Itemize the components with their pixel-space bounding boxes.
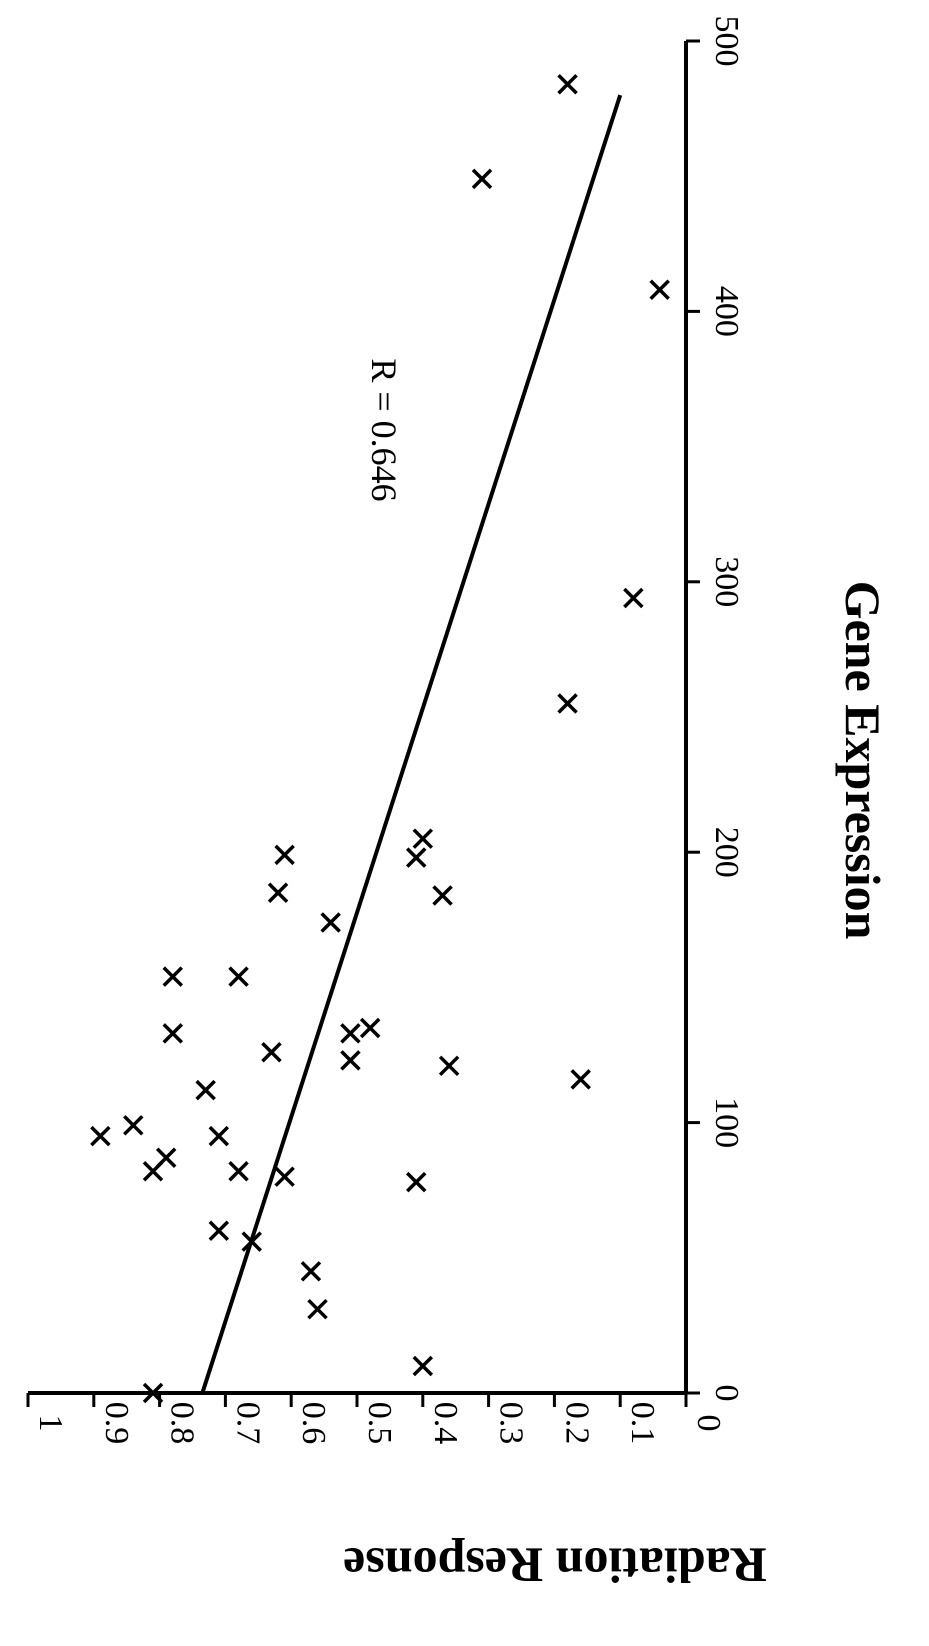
y-axis-title: Radiation Response — [343, 1538, 767, 1594]
data-point-x-marker — [412, 1355, 434, 1377]
y-tick-label: 0.7 — [229, 1402, 266, 1445]
data-point-x-marker — [162, 966, 183, 987]
data-point-x-marker — [123, 1115, 144, 1136]
data-point-x-marker — [155, 1147, 177, 1168]
y-tick-label: 0.8 — [164, 1402, 201, 1445]
data-point-x-marker — [208, 1220, 230, 1241]
y-tick-label: 0.6 — [295, 1402, 332, 1445]
data-point-x-marker — [405, 1171, 427, 1193]
labels: 0 0.1 0.2 0.3 0.4 0.5 0.6 0.7 0.8 0.9 1 0 100 200 300 4… — [32, 16, 891, 1594]
axes — [26, 39, 700, 1407]
trendline-group — [200, 94, 623, 1394]
data-point-x-marker — [557, 693, 578, 714]
data-point-x-marker — [208, 1125, 230, 1147]
y-tick-label: 1 — [32, 1415, 69, 1432]
y-tick-label: 0.1 — [624, 1402, 661, 1445]
x-tick-label: 0 — [708, 1385, 745, 1402]
y-tick-label: 0.5 — [361, 1402, 398, 1445]
data-point-x-marker — [228, 966, 249, 987]
x-tick-label: 300 — [708, 556, 745, 607]
x-tick-label: 200 — [708, 827, 745, 878]
x-tick-label: 500 — [708, 16, 745, 67]
y-tick-label: 0.2 — [558, 1402, 595, 1445]
data-point-x-marker — [557, 74, 578, 95]
data-point-x-marker — [162, 1023, 183, 1044]
data-point-x-marker — [438, 1055, 460, 1077]
data-point-x-marker — [359, 1017, 381, 1039]
data-point-x-marker — [649, 279, 670, 301]
y-tick-label: 0.4 — [427, 1402, 464, 1445]
data-point-x-marker — [432, 885, 453, 906]
data-point-x-marker — [412, 828, 434, 849]
trend-line — [200, 94, 623, 1394]
data-point-x-marker — [274, 844, 295, 866]
data-point-x-marker — [274, 1166, 295, 1187]
y-tick-label: 0.3 — [493, 1402, 530, 1445]
data-point-x-marker — [340, 1050, 361, 1071]
data-point-x-marker — [300, 1261, 322, 1282]
data-point-x-marker — [261, 1042, 282, 1063]
x-tick-label: 100 — [708, 1097, 745, 1148]
data-point-x-marker — [228, 1161, 249, 1182]
data-point-x-marker — [90, 1125, 111, 1147]
r-value-annotation: R = 0.646 — [364, 358, 404, 501]
x-tick-label: 400 — [708, 286, 745, 337]
data-point-x-marker — [142, 1382, 164, 1404]
data-point-x-marker — [570, 1069, 591, 1090]
data-point-x-marker — [340, 1023, 361, 1044]
data-point-x-marker — [320, 912, 341, 933]
y-tick-label: 0.9 — [98, 1402, 135, 1445]
data-point-x-marker — [241, 1231, 262, 1252]
y-tick-label: 0 — [690, 1415, 727, 1432]
data-points — [90, 74, 670, 1404]
data-point-x-marker — [195, 1079, 216, 1101]
x-axis-title: Gene Expression — [835, 581, 891, 940]
data-point-x-marker — [471, 168, 493, 190]
data-point-x-marker — [623, 587, 644, 609]
data-point-x-marker — [267, 882, 289, 903]
data-point-x-marker — [307, 1298, 328, 1320]
data-point-x-marker — [405, 847, 427, 868]
